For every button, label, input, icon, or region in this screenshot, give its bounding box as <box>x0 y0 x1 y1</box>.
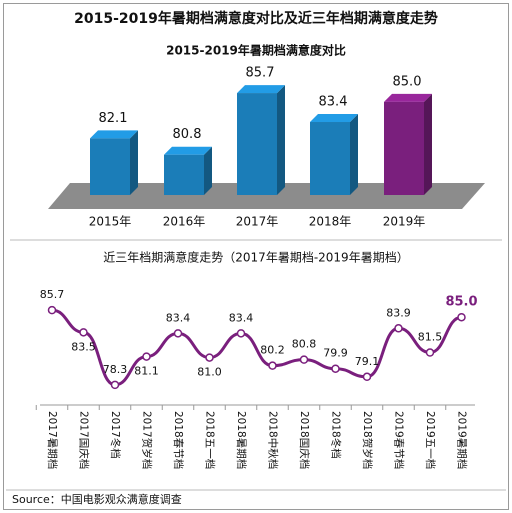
value-label: 83.5 <box>71 340 96 353</box>
bar-side <box>204 146 212 195</box>
marker <box>205 353 214 362</box>
bar <box>310 122 350 195</box>
marker <box>236 329 246 338</box>
x-tick-label: 2018五一档 <box>204 411 217 469</box>
bar-top <box>384 93 432 102</box>
bar-side <box>130 130 138 195</box>
x-tick-label: 2017冬档 <box>109 411 122 459</box>
value-label: 80.2 <box>260 344 285 357</box>
bar-side <box>350 114 358 195</box>
bar <box>164 154 204 195</box>
marker <box>268 361 277 370</box>
marker <box>362 372 372 382</box>
marker <box>457 312 466 322</box>
x-tick-label: 2019年 <box>383 215 426 229</box>
x-tick-label: 2017暑期档 <box>46 411 59 469</box>
marker <box>331 364 340 373</box>
bar <box>237 93 277 195</box>
bar-side <box>424 93 432 195</box>
marker <box>110 380 120 390</box>
x-tick-label: 2019暑期档 <box>456 411 469 469</box>
value-label: 79.1 <box>355 355 380 368</box>
marker <box>394 324 403 333</box>
bar-top <box>164 146 212 155</box>
bar-top <box>237 85 285 94</box>
marker <box>173 329 183 338</box>
x-tick-label: 2015年 <box>89 215 132 229</box>
x-tick-label: 2017年 <box>236 215 279 229</box>
bar-side <box>277 85 285 195</box>
x-tick-label: 2019五一档 <box>424 411 437 469</box>
marker <box>425 348 435 357</box>
x-tick-label: 2018冬档 <box>330 411 343 459</box>
x-tick-label: 2018国庆档 <box>298 411 311 469</box>
value-label: 83.9 <box>386 306 411 319</box>
source: Source：中国电影观众满意度调查 <box>12 492 182 506</box>
value-label: 81.1 <box>134 365 159 378</box>
x-tick-label: 2019春节档 <box>393 411 406 469</box>
bar <box>90 138 130 195</box>
bar <box>384 101 424 195</box>
x-tick-label: 2017贺岁档 <box>141 411 154 469</box>
value-label: 85.7 <box>246 66 275 81</box>
value-label: 83.4 <box>166 311 191 324</box>
x-tick-label: 2018暑期档 <box>235 411 248 469</box>
marker <box>299 355 309 364</box>
value-label: 80.8 <box>173 127 202 142</box>
marker <box>142 352 151 361</box>
x-tick-label: 2017国庆档 <box>78 411 91 469</box>
x-tick-label: 2018年 <box>309 215 352 229</box>
bar-top <box>90 130 138 139</box>
value-label: 83.4 <box>319 95 348 110</box>
value-label: 83.4 <box>229 311 254 324</box>
x-tick-label: 2018中秋档 <box>267 411 280 469</box>
floor <box>48 183 485 209</box>
bar-top <box>310 114 358 123</box>
value-label: 81.0 <box>197 366 222 379</box>
value-label: 82.1 <box>99 111 128 126</box>
value-label: 80.8 <box>292 338 317 351</box>
value-label: 78.3 <box>103 363 128 376</box>
value-label: 85.0 <box>393 74 422 89</box>
x-tick-label: 2018春节档 <box>172 411 185 469</box>
x-tick-label: 2016年 <box>163 215 206 229</box>
value-label: 81.5 <box>418 331 443 344</box>
marker <box>47 305 57 315</box>
value-label: 79.9 <box>323 347 348 360</box>
page-title: 2015-2019年暑期档满意度对比及近三年档期满意度走势 <box>74 10 438 27</box>
frame <box>3 3 509 510</box>
x-tick-label: 2018贺岁档 <box>361 411 374 469</box>
chart-title: 2015-2019年暑期档满意度对比 <box>166 43 346 58</box>
value-label: 85.7 <box>40 288 65 301</box>
marker <box>79 328 88 337</box>
value-label: 85.0 <box>445 295 477 310</box>
chart-title: 近三年档期满意度走势（2017年暑期档-2019年暑期档） <box>103 250 408 265</box>
